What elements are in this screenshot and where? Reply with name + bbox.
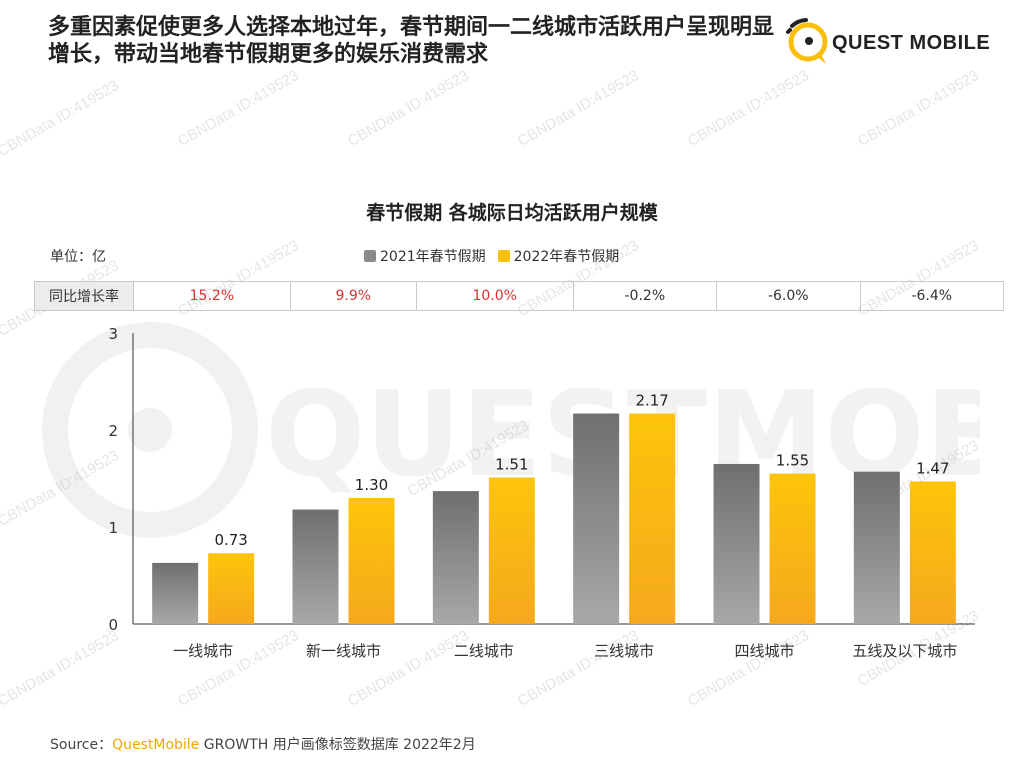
bar-value-label: 1.47 <box>916 459 949 477</box>
growth-rate-cell: -6.4% <box>859 281 1004 311</box>
bar-value-label: 1.55 <box>776 452 809 470</box>
x-tick-label: 一线城市 <box>173 642 233 660</box>
chart-title: 春节假期 各城际日均活跃用户规模 <box>366 202 658 224</box>
page-title: 多重因素促使更多人选择本地过年，春节期间一二线城市活跃用户呈现明显增长，带动当地… <box>48 15 775 67</box>
growth-rate-header: 同比增长率 <box>34 281 134 311</box>
bar-2021 <box>152 562 199 624</box>
growth-rate-cell: 15.2% <box>133 281 291 311</box>
source-brand: QuestMobile <box>112 737 200 753</box>
x-tick-label: 二线城市 <box>454 642 514 660</box>
legend-swatch-2022 <box>497 250 510 262</box>
growth-rate-row: 同比增长率 15.2% 9.9% 10.0% -0.2% -6.0% -6.4% <box>34 281 1004 311</box>
questmobile-logo-icon <box>786 18 828 64</box>
growth-rate-cell: 10.0% <box>415 281 574 311</box>
bar-2022 <box>348 497 395 624</box>
bar-2021 <box>713 463 760 624</box>
legend-item-2021: 2021年春节假期 <box>364 246 486 266</box>
bar-2022 <box>488 477 535 624</box>
growth-rate-table: 同比增长率 15.2% 9.9% 10.0% -0.2% -6.0% -6.4% <box>34 281 1004 311</box>
x-tick-label: 三线城市 <box>594 642 654 660</box>
bar-2021 <box>573 413 620 624</box>
logo-text: QUEST MOBILE <box>832 32 991 54</box>
source-prefix: Source： <box>50 737 113 753</box>
bar-2021 <box>432 491 479 624</box>
legend-swatch-2021 <box>364 250 376 262</box>
bar-value-label: 1.51 <box>495 456 528 474</box>
bar-2022 <box>769 473 816 624</box>
y-tick-label: 1 <box>108 519 118 537</box>
growth-rate-cell: -6.0% <box>716 281 861 311</box>
x-tick-label: 新一线城市 <box>306 642 381 660</box>
x-tick-label: 四线城市 <box>734 642 794 660</box>
x-tick-label: 五线及以下城市 <box>852 642 957 660</box>
y-tick-label: 2 <box>108 422 118 440</box>
y-tick-label: 3 <box>108 325 118 343</box>
bar-2021 <box>292 509 339 624</box>
y-tick-label: 0 <box>108 616 118 634</box>
legend-item-2022: 2022年春节假期 <box>497 246 620 266</box>
bar-value-label: 1.30 <box>355 476 388 494</box>
bar-value-label: 2.17 <box>635 392 668 410</box>
source-rest: GROWTH 用户画像标签数据库 2022年2月 <box>199 737 476 753</box>
bar-2021 <box>853 471 900 624</box>
legend: 2021年春节假期 2022年春节假期 <box>364 246 631 266</box>
growth-rate-cell: -0.2% <box>572 281 718 311</box>
legend-label-2022: 2022年春节假期 <box>513 249 620 265</box>
bar-2022 <box>629 413 676 624</box>
bar-2022 <box>909 481 956 624</box>
bar-value-label: 0.73 <box>214 531 247 549</box>
unit-label: 单位：亿 <box>50 249 106 265</box>
legend-label-2021: 2021年春节假期 <box>380 249 486 265</box>
bar-2022 <box>208 553 255 624</box>
growth-rate-cell: 9.9% <box>289 281 417 311</box>
source-note: Source：QuestMobile GROWTH 用户画像标签数据库 2022… <box>50 734 476 754</box>
